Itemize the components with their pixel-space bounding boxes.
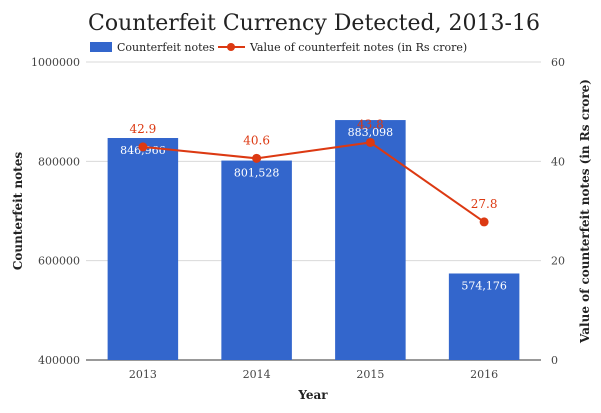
line-value-label: 40.6 <box>243 133 270 147</box>
legend-label-bars: Counterfeit notes <box>117 41 215 54</box>
x-tick-label: 2014 <box>243 368 271 381</box>
bar <box>335 120 406 360</box>
axis-ticks: 400000 600000 800000 1000000 0 20 40 60 2013 2014… <box>31 56 565 381</box>
x-tick-label: 2013 <box>129 368 157 381</box>
line-point <box>365 137 375 147</box>
y2-tick-label: 40 <box>551 155 565 168</box>
y2-axis-title: Value of counterfeit notes (in Rs crore) <box>578 79 592 344</box>
line-point <box>479 217 489 227</box>
bar <box>448 273 520 360</box>
bar <box>221 160 292 360</box>
y-tick-label: 400000 <box>38 354 80 367</box>
y-tick-label: 600000 <box>38 255 80 268</box>
x-tick-label: 2015 <box>356 368 384 381</box>
bar <box>107 138 179 360</box>
y-tick-label: 800000 <box>38 155 80 168</box>
y2-tick-label: 20 <box>551 255 565 268</box>
x-tick-label: 2016 <box>470 368 498 381</box>
chart-title: Counterfeit Currency Detected, 2013-16 <box>88 11 540 36</box>
bar-value-label: 801,528 <box>234 167 280 180</box>
value-line <box>142 141 485 223</box>
y2-tick-label: 0 <box>551 354 558 367</box>
y2-tick-label: 60 <box>551 56 565 69</box>
legend-marker-line <box>227 43 235 51</box>
legend-swatch-bars <box>90 42 112 52</box>
line-value-label: 43.8 <box>357 117 384 131</box>
line-point <box>252 153 262 163</box>
line-value-label: 42.9 <box>130 122 157 136</box>
y-tick-label: 1000000 <box>31 56 80 69</box>
x-axis-title: Year <box>297 388 328 402</box>
line-point <box>138 142 148 152</box>
legend: Counterfeit notes Value of counterfeit n… <box>90 41 467 54</box>
bar-value-label: 574,176 <box>461 279 507 292</box>
y-axis-title: Counterfeit notes <box>11 152 25 270</box>
line-series: 42.9 40.6 43.8 27.8 <box>130 117 498 227</box>
bar-value-label: 883,098 <box>348 126 394 139</box>
legend-label-line: Value of counterfeit notes (in Rs crore) <box>249 41 467 54</box>
line-value-label: 27.8 <box>471 197 498 211</box>
